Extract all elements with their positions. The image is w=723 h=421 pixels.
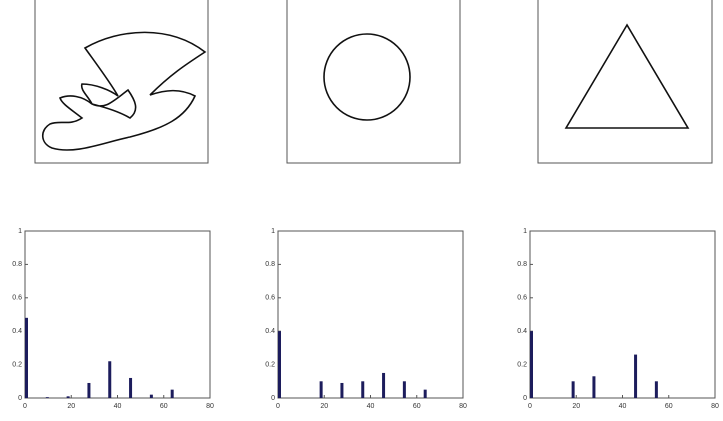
y-tick-label: 0 — [18, 395, 22, 402]
bar — [634, 355, 637, 398]
bar — [171, 390, 174, 398]
bar — [530, 331, 533, 398]
y-tick-label: 1 — [271, 228, 275, 235]
y-tick-label: 0.4 — [517, 328, 527, 335]
y-tick-label: 0 — [523, 395, 527, 402]
y-tick-label: 0.4 — [265, 328, 275, 335]
x-tick-label: 0 — [23, 403, 27, 410]
bar — [108, 361, 111, 398]
bar — [382, 373, 385, 398]
y-tick-label: 0.4 — [12, 328, 22, 335]
blob-shape — [43, 32, 205, 150]
x-tick-label: 80 — [459, 403, 467, 410]
x-tick-label: 60 — [413, 403, 421, 410]
bar — [67, 396, 70, 398]
y-tick-label: 1 — [523, 228, 527, 235]
y-tick-label: 0.2 — [517, 361, 527, 368]
bar — [150, 395, 153, 398]
bar — [129, 378, 132, 398]
plot-frame — [25, 231, 210, 398]
bar — [46, 397, 49, 398]
x-tick-label: 40 — [619, 403, 627, 410]
x-tick-label: 20 — [67, 403, 75, 410]
figure: 0 0.2 0.4 0.6 0.8 1 0 20 40 60 80 0 0.2 0.4 0.6 0.8 1 0 20… — [0, 0, 723, 421]
x-tick-label: 40 — [114, 403, 122, 410]
x-tick-label: 80 — [711, 403, 719, 410]
circle-shape — [324, 34, 410, 120]
bar — [25, 318, 28, 398]
shape-frame — [538, 0, 712, 163]
y-tick-label: 0 — [271, 395, 275, 402]
y-tick-label: 1 — [18, 228, 22, 235]
shape-frame — [287, 0, 460, 163]
bar — [340, 383, 343, 398]
bar — [320, 381, 323, 398]
bar — [403, 381, 406, 398]
y-tick-label: 0.2 — [265, 361, 275, 368]
plot-frame — [278, 231, 463, 398]
plot-frame — [530, 231, 715, 398]
bar — [424, 390, 427, 398]
x-tick-label: 40 — [367, 403, 375, 410]
x-tick-label: 60 — [160, 403, 168, 410]
bar — [278, 331, 281, 398]
y-tick-label: 0.8 — [265, 261, 275, 268]
x-tick-label: 20 — [572, 403, 580, 410]
y-tick-label: 0.6 — [517, 295, 527, 302]
bar — [361, 381, 364, 398]
y-tick-label: 0.2 — [12, 361, 22, 368]
y-tick-label: 0.8 — [517, 261, 527, 268]
x-tick-label: 20 — [320, 403, 328, 410]
bar — [572, 381, 575, 398]
x-tick-label: 0 — [276, 403, 280, 410]
y-tick-label: 0.6 — [265, 295, 275, 302]
y-tick-label: 0.8 — [12, 261, 22, 268]
triangle-shape — [566, 25, 688, 128]
bar — [592, 376, 595, 398]
bar — [655, 381, 658, 398]
y-tick-label: 0.6 — [12, 295, 22, 302]
x-tick-label: 0 — [528, 403, 532, 410]
x-tick-label: 80 — [206, 403, 214, 410]
x-tick-label: 60 — [665, 403, 673, 410]
bar — [87, 383, 90, 398]
